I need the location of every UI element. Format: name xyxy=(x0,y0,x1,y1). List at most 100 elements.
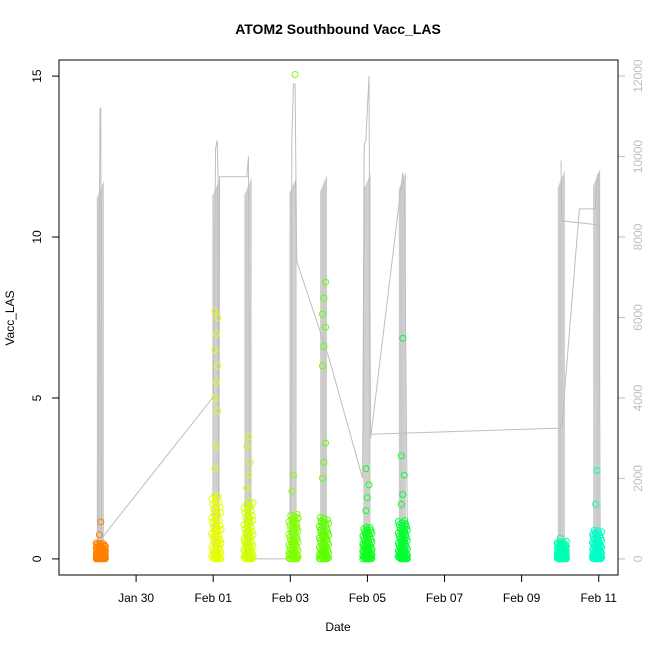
data-point xyxy=(294,514,302,522)
data-point xyxy=(212,497,219,505)
data-point xyxy=(101,547,109,555)
data-point xyxy=(555,555,563,563)
data-point xyxy=(248,555,256,563)
data-point xyxy=(324,516,332,524)
data-point-outlier xyxy=(320,458,328,466)
data-point xyxy=(208,530,216,538)
y2-tick-label: 0 xyxy=(631,555,645,562)
data-point-outlier xyxy=(363,494,371,502)
data-point xyxy=(325,520,332,527)
data-point-outlier xyxy=(214,362,222,370)
altitude-line-1 xyxy=(372,172,601,559)
data-point xyxy=(403,555,411,563)
data-point-outlier xyxy=(556,534,564,542)
data-point xyxy=(321,548,329,556)
data-point-outlier xyxy=(397,500,405,508)
data-point xyxy=(293,510,301,518)
data-point xyxy=(240,546,248,554)
data-point-outlier xyxy=(399,491,407,498)
data-point-outlier xyxy=(211,465,219,473)
data-point xyxy=(210,523,218,531)
data-point xyxy=(402,550,410,558)
x-tick-label: Feb 07 xyxy=(426,591,464,605)
data-point xyxy=(562,543,570,551)
data-point-outlier xyxy=(95,531,103,539)
data-point-outlier xyxy=(322,323,329,331)
data-point-outlier xyxy=(397,452,405,460)
data-point xyxy=(243,532,251,540)
data-point xyxy=(394,553,402,561)
data-point xyxy=(245,498,253,506)
data-point-outlier xyxy=(365,481,373,489)
x-tick-label: Feb 11 xyxy=(580,591,617,605)
data-point xyxy=(363,526,371,534)
data-point-outlier xyxy=(212,378,220,386)
data-point xyxy=(217,540,225,548)
data-point xyxy=(95,555,103,563)
data-point xyxy=(209,519,217,526)
y2-tick-label: 2000 xyxy=(631,465,645,492)
data-point xyxy=(293,524,301,532)
x-tick-label: Feb 05 xyxy=(349,591,387,605)
data-point xyxy=(290,537,298,545)
data-point-outlier xyxy=(290,471,297,479)
x-axis-label: Date xyxy=(325,620,351,634)
data-point-outlier xyxy=(97,518,105,526)
data-point-outlier xyxy=(246,458,254,466)
data-point-outlier xyxy=(320,294,328,302)
data-point-outlier xyxy=(245,471,252,479)
data-point xyxy=(248,527,256,535)
data-point xyxy=(359,547,367,555)
data-point xyxy=(324,528,332,536)
data-point xyxy=(93,540,101,548)
data-point xyxy=(553,539,561,547)
data-point-outlier xyxy=(214,407,222,415)
data-point xyxy=(397,546,405,554)
data-point xyxy=(325,531,332,539)
data-point xyxy=(214,551,222,559)
data-point xyxy=(401,517,409,525)
data-point-outlier xyxy=(319,362,326,370)
y-tick-label: 0 xyxy=(30,555,44,562)
plot-frame xyxy=(58,59,619,576)
y-tick-label: 15 xyxy=(30,69,44,83)
data-point-outlier xyxy=(593,466,601,474)
data-point-outlier xyxy=(400,471,408,479)
data-point xyxy=(402,520,409,528)
data-point-outlier xyxy=(211,307,219,315)
data-point xyxy=(216,521,224,529)
data-point-outlier xyxy=(211,394,219,402)
data-point xyxy=(402,553,409,561)
data-point-outlier xyxy=(243,442,251,450)
data-point xyxy=(595,550,603,558)
data-point xyxy=(288,548,296,556)
y2-tick-label: 10000 xyxy=(631,140,645,174)
data-point xyxy=(210,554,218,562)
data-point xyxy=(562,537,570,545)
data-point xyxy=(249,516,257,524)
data-point xyxy=(248,540,256,548)
y-tick-label: 5 xyxy=(30,394,44,401)
data-point xyxy=(216,504,224,512)
data-point-outlier xyxy=(243,484,251,492)
data-point-outlier xyxy=(362,507,370,515)
data-point xyxy=(215,532,223,540)
data-point xyxy=(290,544,297,552)
data-point-outlier xyxy=(245,433,252,441)
data-point-outlier xyxy=(320,343,328,350)
data-point-outlier xyxy=(592,500,600,508)
data-point xyxy=(249,551,257,559)
data-point xyxy=(561,546,569,554)
data-point xyxy=(403,551,411,559)
data-point xyxy=(363,554,371,562)
data-point xyxy=(319,555,327,563)
data-point xyxy=(400,536,408,544)
data-point xyxy=(362,539,370,547)
data-point-outlier xyxy=(212,330,220,338)
data-point xyxy=(590,541,597,549)
data-point xyxy=(317,517,325,525)
data-point-outlier xyxy=(212,442,220,450)
data-point xyxy=(363,523,370,531)
y-tick-label: 10 xyxy=(30,230,44,244)
y2-tick-label: 8000 xyxy=(631,223,645,250)
